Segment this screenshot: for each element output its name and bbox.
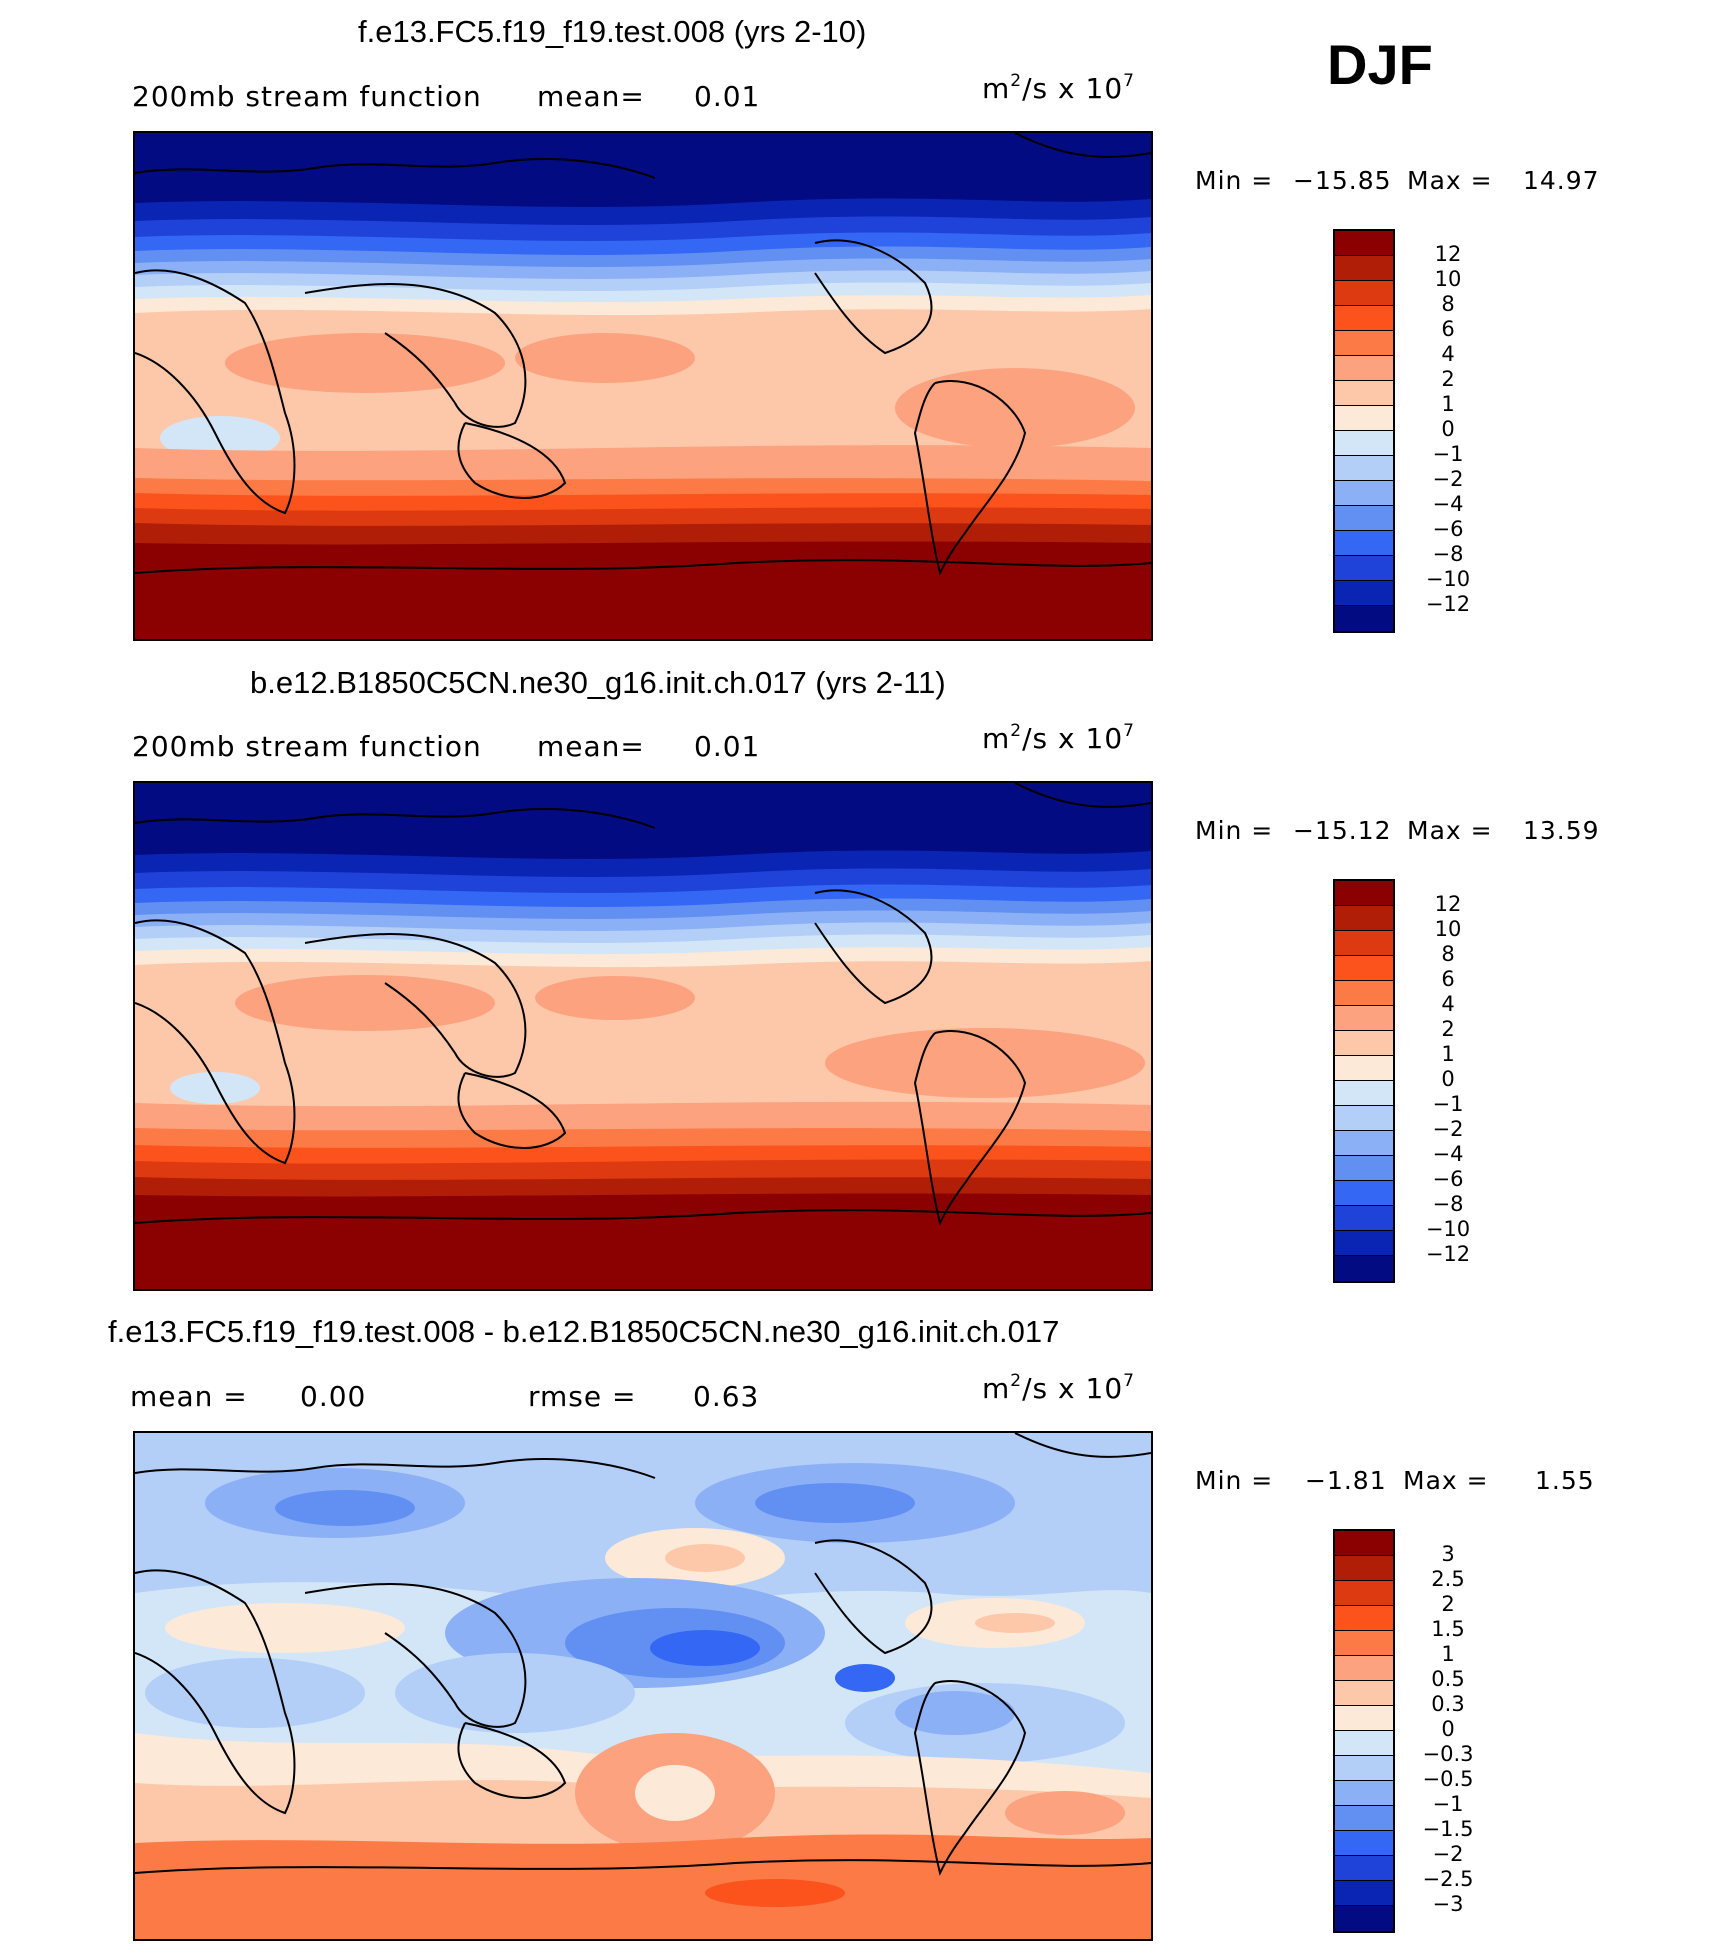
- panel2-max-label: Max =: [1407, 816, 1493, 845]
- panel1-title: f.e13.FC5.f19_f19.test.008 (yrs 2-10): [358, 14, 867, 49]
- coastlines: [135, 783, 1151, 1226]
- panel3-max-label: Max =: [1403, 1466, 1489, 1495]
- panel3-min-value: −1.81: [1305, 1466, 1387, 1495]
- cb-label: 4: [1441, 342, 1455, 366]
- panel1-colorbar: [1333, 229, 1395, 633]
- coastlines: [135, 133, 1151, 576]
- panel3-colorbar: [1333, 1529, 1395, 1933]
- cb-label: −2: [1432, 1117, 1464, 1141]
- panel3-min-label: Min =: [1195, 1466, 1274, 1495]
- cb-label: 2: [1441, 367, 1455, 391]
- panel1-map: [133, 131, 1153, 641]
- cb-label: 1: [1441, 1042, 1455, 1066]
- cb-label: 0.3: [1431, 1692, 1465, 1716]
- cb-label: −8: [1432, 1192, 1464, 1216]
- cb-label: 2.5: [1431, 1567, 1465, 1591]
- panel3-max-value: 1.55: [1535, 1466, 1595, 1495]
- cb-label: −1: [1432, 1792, 1464, 1816]
- panel2-min-value: −15.12: [1293, 816, 1392, 845]
- cb-label: 1: [1441, 1642, 1455, 1666]
- cb-label: −4: [1432, 1142, 1464, 1166]
- cb-label: −8: [1432, 542, 1464, 566]
- cb-label: 1.5: [1431, 1617, 1465, 1641]
- coastlines: [135, 1433, 1151, 1876]
- cb-label: 10: [1434, 267, 1462, 291]
- cb-label: −2.5: [1422, 1867, 1474, 1891]
- cb-label: −1: [1432, 442, 1464, 466]
- panel1-min-label: Min =: [1195, 166, 1274, 195]
- cb-label: 8: [1441, 942, 1455, 966]
- cb-label: −6: [1432, 1167, 1464, 1191]
- panel2-max-value: 13.59: [1523, 816, 1600, 845]
- panel2-variable: 200mb stream function: [132, 730, 482, 763]
- panel3-rmse-label: rmse =: [528, 1380, 637, 1413]
- cb-label: 0: [1441, 1717, 1455, 1741]
- cb-label: 8: [1441, 292, 1455, 316]
- panel1-units: m2/s x 107: [982, 71, 1135, 105]
- panel2-mean-value: 0.01: [694, 730, 761, 763]
- cb-label: −1: [1432, 1092, 1464, 1116]
- cb-label: 10: [1434, 917, 1462, 941]
- cb-label: 6: [1441, 317, 1455, 341]
- cb-label: −3: [1432, 1892, 1464, 1916]
- cb-label: −4: [1432, 492, 1464, 516]
- panel2-units: m2/s x 107: [982, 721, 1135, 755]
- panel1-max-label: Max =: [1407, 166, 1493, 195]
- cb-label: 3: [1441, 1542, 1455, 1566]
- cb-label: −0.3: [1422, 1742, 1474, 1766]
- cb-label: −1.5: [1422, 1817, 1474, 1841]
- cb-label: 12: [1434, 242, 1462, 266]
- cb-label: 6: [1441, 967, 1455, 991]
- cb-label: 0: [1441, 1067, 1455, 1091]
- cb-label: −12: [1425, 1242, 1471, 1266]
- panel3-rmse-value: 0.63: [693, 1380, 760, 1413]
- cb-label: 1: [1441, 392, 1455, 416]
- cb-label: 2: [1441, 1017, 1455, 1041]
- panel3-units: m2/s x 107: [982, 1371, 1135, 1405]
- panel1-variable: 200mb stream function: [132, 80, 482, 113]
- cb-label: 4: [1441, 992, 1455, 1016]
- panel2-colorbar: [1333, 879, 1395, 1283]
- cb-label: 0.5: [1431, 1667, 1465, 1691]
- cb-label: 12: [1434, 892, 1462, 916]
- panel3-mean-value: 0.00: [300, 1380, 367, 1413]
- panel1-mean-label: mean=: [537, 80, 645, 113]
- panel1-mean-value: 0.01: [694, 80, 761, 113]
- season-label: DJF: [1327, 33, 1433, 96]
- panel3-mean-label: mean =: [130, 1380, 248, 1413]
- panel2-min-label: Min =: [1195, 816, 1274, 845]
- cb-label: −6: [1432, 517, 1464, 541]
- cb-label: −10: [1425, 1217, 1471, 1241]
- panel1-min-value: −15.85: [1293, 166, 1392, 195]
- cb-label: −10: [1425, 567, 1471, 591]
- cb-label: −2: [1432, 1842, 1464, 1866]
- cb-label: −0.5: [1422, 1767, 1474, 1791]
- cb-label: −2: [1432, 467, 1464, 491]
- panel2-mean-label: mean=: [537, 730, 645, 763]
- panel2-map: [133, 781, 1153, 1291]
- cb-label: 0: [1441, 417, 1455, 441]
- cb-label: −12: [1425, 592, 1471, 616]
- panel2-title: b.e12.B1850C5CN.ne30_g16.init.ch.017 (yr…: [250, 665, 946, 700]
- panel3-map: [133, 1431, 1153, 1941]
- panel3-title: f.e13.FC5.f19_f19.test.008 - b.e12.B1850…: [108, 1314, 1060, 1349]
- panel1-max-value: 14.97: [1523, 166, 1600, 195]
- cb-label: 2: [1441, 1592, 1455, 1616]
